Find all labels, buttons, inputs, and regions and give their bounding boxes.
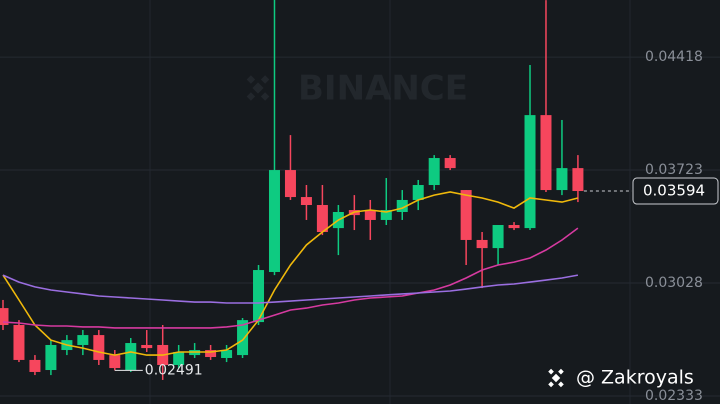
candle-body <box>508 225 520 229</box>
candle-body <box>396 199 408 212</box>
candle-body <box>460 190 472 240</box>
low-annotation: 0.02491 <box>145 362 203 378</box>
price-label: 0.03594 <box>643 182 705 200</box>
candle-body <box>476 239 488 249</box>
candle-body <box>173 351 185 365</box>
candle-body <box>364 210 376 220</box>
candle-body <box>540 115 552 191</box>
y-tick-label: 0.02333 <box>645 388 703 404</box>
candle-body <box>93 335 105 360</box>
candle-body <box>109 355 121 369</box>
watermark: BINANCE <box>246 69 468 109</box>
candle-body <box>125 343 137 371</box>
candle-body <box>428 158 440 186</box>
candle-body <box>380 210 392 220</box>
candle-body <box>268 170 280 272</box>
candle-body <box>492 225 504 249</box>
candle-body <box>316 205 328 232</box>
ma-line <box>2 191 579 356</box>
candle-body <box>556 168 568 191</box>
price-box <box>632 177 719 205</box>
y-tick-label: 0.04418 <box>645 49 703 65</box>
candle-body <box>13 324 25 360</box>
candle-body <box>29 359 41 372</box>
ma-line <box>2 274 579 304</box>
candle-body <box>444 158 456 169</box>
candle-body <box>284 170 296 198</box>
candle-body <box>237 320 249 356</box>
watermark-text: BINANCE <box>298 69 468 109</box>
candle-body <box>412 185 424 200</box>
ma-line <box>2 227 579 329</box>
candle-body <box>524 115 536 229</box>
credit-text: @ Zakroyals <box>576 367 694 389</box>
candle-body <box>300 197 312 206</box>
candle-body <box>205 350 217 358</box>
candle-body <box>221 350 233 358</box>
y-tick-label: 0.03723 <box>645 162 703 178</box>
candle-body <box>0 308 9 325</box>
candle-body <box>141 344 153 349</box>
candle-body <box>253 270 265 323</box>
candle-body <box>572 168 584 192</box>
candle-body <box>45 344 57 371</box>
y-tick-label: 0.03028 <box>645 275 703 291</box>
candle-body <box>77 335 89 345</box>
